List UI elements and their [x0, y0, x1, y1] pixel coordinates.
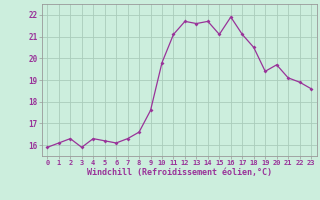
X-axis label: Windchill (Refroidissement éolien,°C): Windchill (Refroidissement éolien,°C) [87, 168, 272, 177]
